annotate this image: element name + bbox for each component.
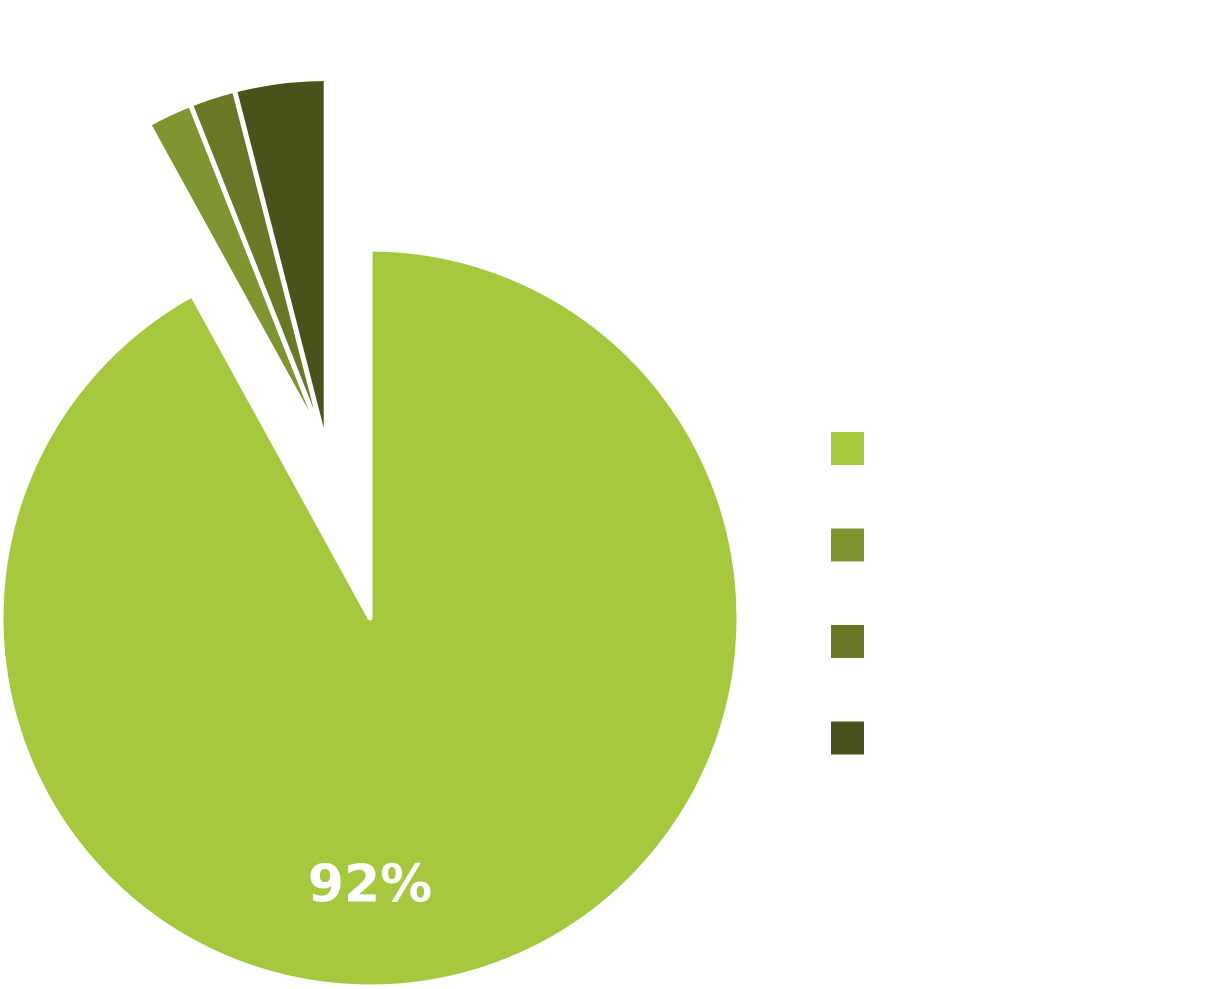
legend-swatch bbox=[831, 721, 864, 755]
legend-swatch bbox=[831, 528, 864, 562]
legend-swatch bbox=[831, 625, 864, 658]
pie-slice bbox=[231, 76, 329, 451]
data-label: 92% bbox=[308, 854, 432, 914]
legend-swatch bbox=[831, 432, 864, 465]
pie-slice bbox=[0, 246, 742, 989]
